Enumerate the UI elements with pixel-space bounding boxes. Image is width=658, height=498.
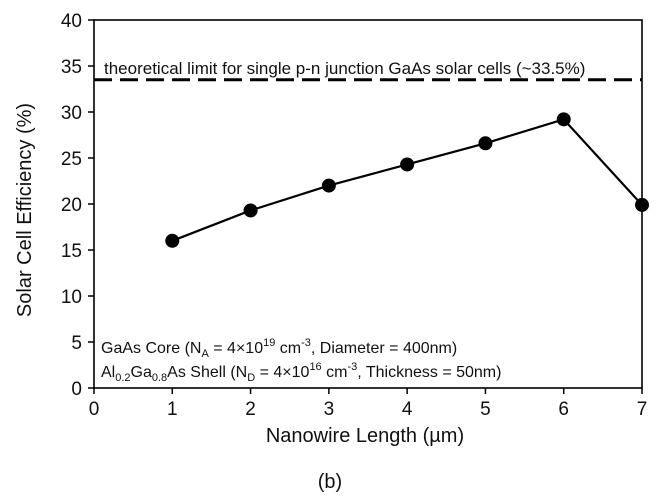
data-point: [556, 112, 571, 127]
x-axis-title-prefix: Nanowire Length (: [266, 425, 430, 447]
x-tick-label: 6: [558, 399, 569, 420]
shell-text-mid: Ga: [131, 364, 152, 381]
core-text-b: = 4×10: [209, 340, 263, 357]
data-point: [165, 233, 180, 248]
data-point: [321, 178, 336, 193]
data-point: [243, 203, 258, 218]
y-tick-label: 15: [61, 241, 82, 262]
shell-text-d: , Thickness = 50nm): [357, 364, 501, 381]
x-axis-title-unit: µm: [429, 425, 457, 447]
x-tick-label: 7: [637, 399, 648, 420]
y-tick-label: 30: [61, 103, 82, 124]
data-point: [478, 136, 493, 151]
data-point: [400, 157, 415, 172]
x-tick-label: 5: [480, 399, 491, 420]
shell-annotation: Al0.2Ga0.8As Shell (ND = 4×1016 cm-3, Th…: [101, 361, 501, 384]
x-tick-label: 3: [324, 399, 335, 420]
shell-text-b: = 4×10: [255, 364, 309, 381]
core-sup-b: 19: [263, 337, 275, 349]
core-text-d: , Diameter = 400nm): [311, 340, 457, 357]
shell-sub-pre: 0.2: [115, 372, 130, 384]
x-tick-label: 1: [167, 399, 178, 420]
y-tick-label: 5: [71, 333, 82, 354]
shell-text-pre: Al: [101, 364, 115, 381]
x-axis-title-suffix: ): [457, 425, 464, 447]
shell-sub-mid: 0.8: [152, 372, 167, 384]
core-annotation: GaAs Core (NA = 4×1019 cm-3, Diameter = …: [101, 337, 457, 360]
series-line: [171, 118, 643, 242]
core-text-a: GaAs Core (N: [101, 340, 201, 357]
theoretical-limit-label: theoretical limit for single p-n junctio…: [104, 59, 585, 78]
core-text-c: cm: [275, 340, 301, 357]
tick-labels: 0 1 2 3 4 5 6 7 0 5 10 15 20 25 30 35 40: [61, 11, 647, 420]
data-points: [165, 112, 649, 248]
shell-sup-c: -3: [347, 361, 357, 373]
shell-text-c: cm: [322, 364, 348, 381]
x-tick-label: 2: [245, 399, 256, 420]
panel-label: (b): [318, 471, 342, 493]
shell-text-a: As Shell (N: [167, 364, 247, 381]
data-point: [635, 197, 649, 212]
y-tick-label: 25: [61, 149, 82, 170]
core-sup-c: -3: [301, 337, 311, 349]
core-sub-a: A: [201, 348, 209, 360]
shell-sub-a: D: [247, 372, 255, 384]
y-tick-label: 35: [61, 57, 82, 78]
y-tick-label: 20: [61, 195, 82, 216]
y-axis-title: Solar Cell Efficiency (%): [14, 103, 36, 317]
x-axis-title: Nanowire Length (µm): [266, 425, 464, 447]
y-tick-label: 40: [61, 11, 82, 32]
y-tick-label: 0: [71, 379, 82, 400]
shell-sup-b: 16: [309, 361, 321, 373]
x-tick-label: 4: [402, 399, 413, 420]
y-tick-label: 10: [61, 287, 82, 308]
x-tick-label: 0: [89, 399, 100, 420]
